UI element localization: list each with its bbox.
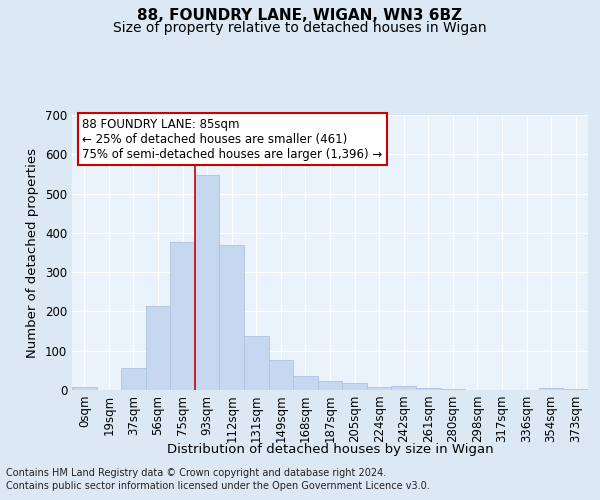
Y-axis label: Number of detached properties: Number of detached properties — [26, 148, 40, 358]
Bar — [195, 174, 220, 390]
Bar — [318, 382, 342, 390]
Bar — [170, 242, 195, 390]
Bar — [72, 387, 97, 390]
Bar — [391, 386, 416, 390]
Bar — [563, 389, 588, 390]
Bar — [146, 306, 170, 390]
Text: 88 FOUNDRY LANE: 85sqm
← 25% of detached houses are smaller (461)
75% of semi-de: 88 FOUNDRY LANE: 85sqm ← 25% of detached… — [82, 118, 383, 161]
Text: 88, FOUNDRY LANE, WIGAN, WN3 6BZ: 88, FOUNDRY LANE, WIGAN, WN3 6BZ — [137, 8, 463, 22]
Text: Contains HM Land Registry data © Crown copyright and database right 2024.: Contains HM Land Registry data © Crown c… — [6, 468, 386, 477]
Bar — [220, 244, 244, 390]
Text: Distribution of detached houses by size in Wigan: Distribution of detached houses by size … — [167, 442, 493, 456]
Bar — [539, 388, 563, 390]
Text: Contains public sector information licensed under the Open Government Licence v3: Contains public sector information licen… — [6, 481, 430, 491]
Bar — [367, 387, 391, 390]
Bar — [121, 368, 146, 390]
Bar — [342, 384, 367, 390]
Bar — [269, 360, 293, 390]
Bar — [244, 336, 269, 390]
Bar — [440, 389, 465, 390]
Bar — [416, 388, 440, 390]
Bar — [293, 376, 318, 390]
Text: Size of property relative to detached houses in Wigan: Size of property relative to detached ho… — [113, 21, 487, 35]
